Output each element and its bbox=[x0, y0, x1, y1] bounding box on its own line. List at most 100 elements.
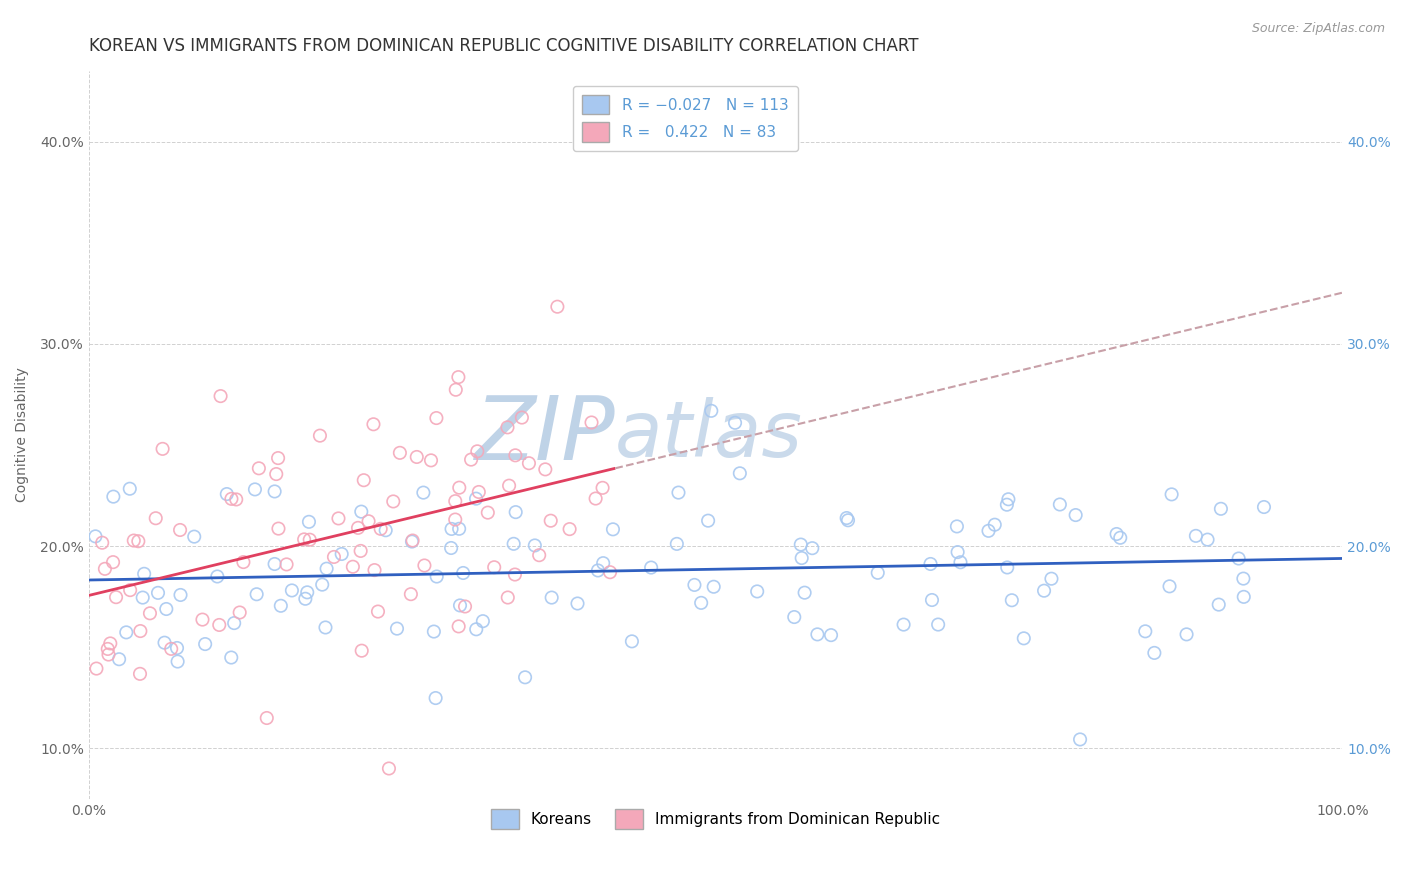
Point bbox=[166, 640, 188, 655]
Point bbox=[447, 619, 470, 633]
Point bbox=[1064, 508, 1087, 522]
Point bbox=[540, 591, 562, 605]
Point bbox=[297, 585, 319, 599]
Point bbox=[949, 555, 972, 569]
Point bbox=[997, 492, 1019, 507]
Point bbox=[232, 555, 254, 569]
Point bbox=[444, 383, 467, 397]
Point bbox=[444, 494, 467, 508]
Point bbox=[451, 566, 474, 580]
Point bbox=[423, 624, 446, 639]
Point bbox=[139, 607, 162, 621]
Point bbox=[353, 473, 375, 487]
Point bbox=[294, 591, 316, 606]
Point bbox=[363, 417, 385, 432]
Point bbox=[1012, 632, 1035, 646]
Point bbox=[783, 610, 806, 624]
Point bbox=[505, 448, 527, 462]
Point bbox=[806, 627, 828, 641]
Point bbox=[977, 524, 1000, 538]
Point bbox=[793, 585, 815, 599]
Point bbox=[145, 511, 167, 525]
Point bbox=[444, 512, 467, 526]
Point bbox=[1069, 732, 1091, 747]
Point bbox=[347, 521, 370, 535]
Point bbox=[1160, 487, 1182, 501]
Point bbox=[465, 491, 488, 506]
Point bbox=[378, 762, 401, 776]
Point bbox=[103, 490, 125, 504]
Point bbox=[330, 547, 353, 561]
Point bbox=[122, 533, 145, 548]
Point bbox=[169, 588, 191, 602]
Point bbox=[505, 505, 527, 519]
Point bbox=[264, 467, 287, 481]
Point bbox=[94, 562, 117, 576]
Point bbox=[517, 456, 540, 470]
Point bbox=[425, 691, 447, 706]
Point bbox=[311, 577, 333, 591]
Point bbox=[98, 636, 121, 650]
Point bbox=[267, 522, 290, 536]
Point bbox=[225, 492, 247, 507]
Point bbox=[496, 420, 519, 434]
Point bbox=[97, 648, 120, 662]
Point bbox=[155, 602, 177, 616]
Point bbox=[1185, 529, 1208, 543]
Point bbox=[367, 605, 389, 619]
Point bbox=[534, 462, 557, 476]
Point bbox=[105, 590, 128, 604]
Point bbox=[665, 537, 688, 551]
Point bbox=[91, 535, 114, 549]
Point bbox=[1227, 551, 1250, 566]
Point bbox=[97, 642, 120, 657]
Point bbox=[581, 416, 603, 430]
Point bbox=[1197, 533, 1219, 547]
Point bbox=[256, 711, 278, 725]
Point bbox=[567, 597, 589, 611]
Point bbox=[215, 487, 238, 501]
Point bbox=[920, 557, 942, 571]
Point bbox=[108, 652, 131, 666]
Point bbox=[586, 564, 609, 578]
Point bbox=[298, 533, 321, 547]
Point bbox=[946, 519, 969, 533]
Point bbox=[440, 541, 463, 555]
Text: ZIP: ZIP bbox=[475, 392, 616, 478]
Point bbox=[118, 482, 141, 496]
Point bbox=[315, 562, 337, 576]
Point bbox=[540, 514, 562, 528]
Point bbox=[399, 587, 422, 601]
Point bbox=[460, 452, 482, 467]
Point bbox=[146, 586, 169, 600]
Point bbox=[382, 494, 405, 508]
Point bbox=[246, 587, 269, 601]
Point bbox=[1143, 646, 1166, 660]
Point bbox=[127, 534, 149, 549]
Point bbox=[267, 451, 290, 466]
Point bbox=[131, 591, 153, 605]
Point bbox=[221, 491, 243, 506]
Point bbox=[115, 625, 138, 640]
Point bbox=[1253, 500, 1275, 514]
Point bbox=[1109, 531, 1132, 545]
Point bbox=[1105, 527, 1128, 541]
Point bbox=[219, 650, 242, 665]
Point bbox=[465, 622, 488, 636]
Point bbox=[405, 450, 427, 464]
Point bbox=[440, 522, 463, 536]
Point bbox=[921, 593, 943, 607]
Point bbox=[413, 558, 436, 573]
Point bbox=[426, 569, 449, 583]
Point bbox=[152, 442, 174, 456]
Point bbox=[599, 565, 621, 579]
Point bbox=[503, 567, 526, 582]
Point bbox=[482, 560, 505, 574]
Point bbox=[276, 558, 298, 572]
Point bbox=[683, 578, 706, 592]
Point bbox=[449, 599, 471, 613]
Point bbox=[209, 389, 232, 403]
Point bbox=[747, 584, 769, 599]
Point bbox=[946, 545, 969, 559]
Point bbox=[510, 410, 533, 425]
